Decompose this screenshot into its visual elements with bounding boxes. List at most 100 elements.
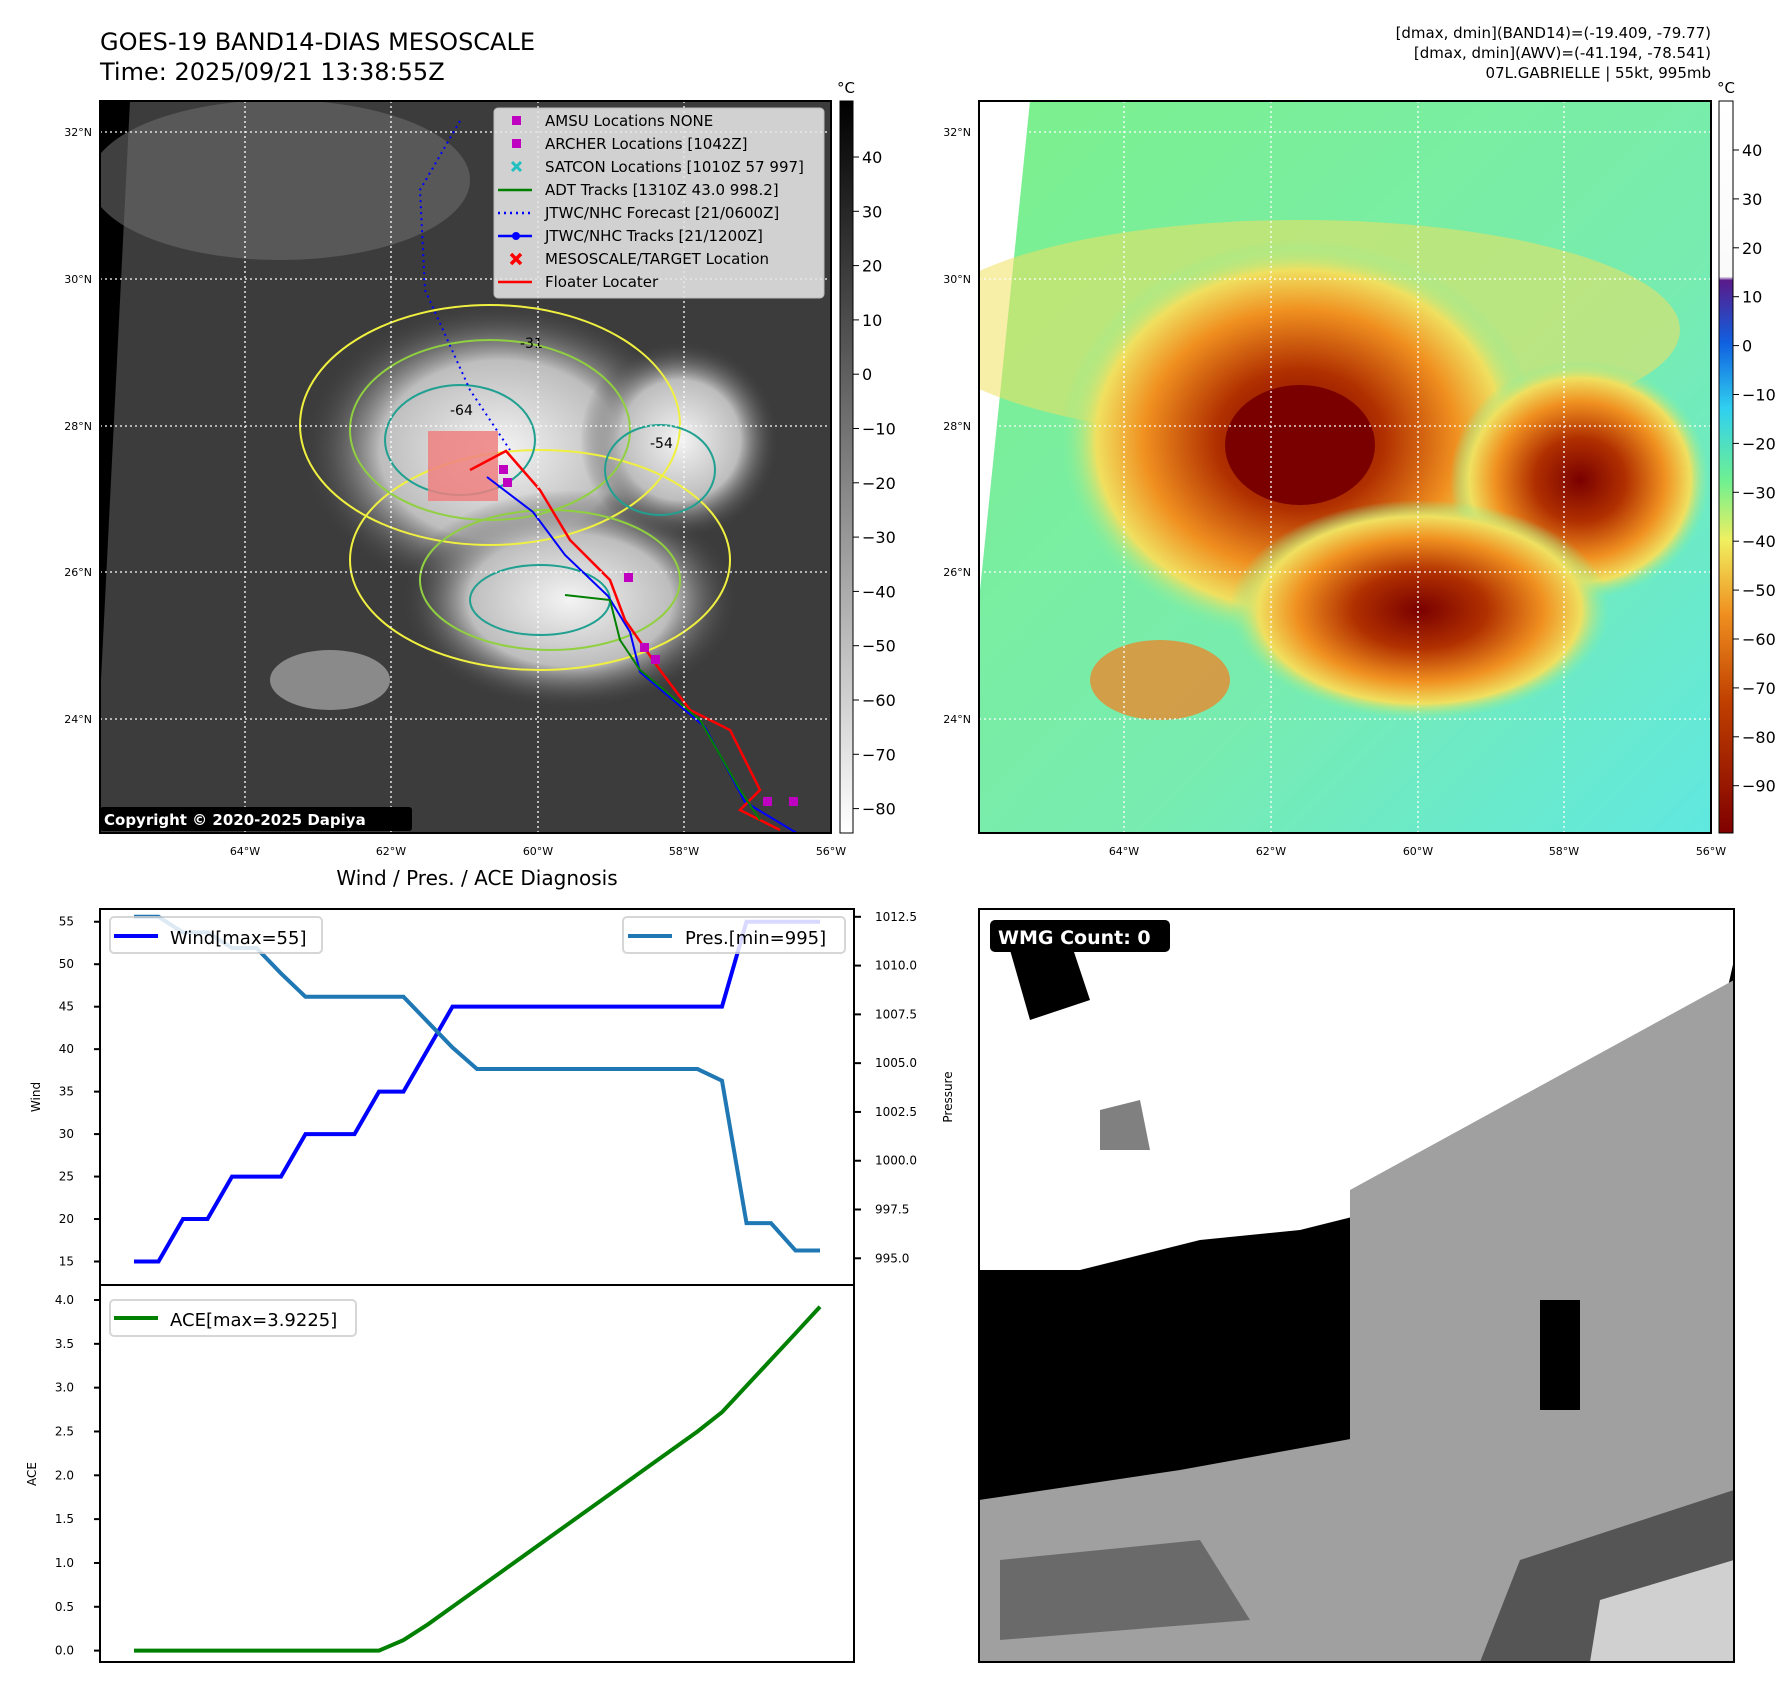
wind-legend: Wind[max=55] <box>109 916 323 954</box>
pressure-tick: 1005.0 <box>875 1056 917 1070</box>
lat-label: 32°N <box>943 126 971 139</box>
colorbar-left-unit: °C <box>837 79 855 97</box>
colorbar-right-unit: °C <box>1717 79 1735 97</box>
pressure-legend: Pres.[min=995] <box>622 916 846 954</box>
lat-label: 24°N <box>64 713 92 726</box>
colorbar-left-tick: −80 <box>862 800 896 819</box>
lon-label: 58°W <box>669 845 699 858</box>
lat-label: 30°N <box>64 273 92 286</box>
colorbar-left-tick: 30 <box>862 202 882 221</box>
colorbar-left-tick: 20 <box>862 257 882 276</box>
lon-label: 56°W <box>1696 845 1726 858</box>
colorbar-left-tick: −40 <box>862 582 896 601</box>
ace-line <box>134 1305 822 1653</box>
legend-label: MESOSCALE/TARGET Location <box>545 250 769 268</box>
colorbar-left-tick: −70 <box>862 745 896 764</box>
pressure-tick: 997.5 <box>875 1203 909 1217</box>
wind-tick: 45 <box>59 1000 74 1014</box>
ace-tick: 3.5 <box>55 1337 74 1351</box>
ace-tick: 2.0 <box>55 1468 74 1482</box>
lon-label: 60°W <box>523 845 553 858</box>
lon-label: 64°W <box>230 845 260 858</box>
chart-marks: 15 20 25 30 35 40 45 50 55 995.0 997.5 1000.0 1002.5… <box>55 910 917 1658</box>
lon-label: 58°W <box>1549 845 1579 858</box>
wind-pressure-axes <box>99 908 855 1286</box>
wind-tick: 55 <box>59 915 74 929</box>
ace-tick: 1.5 <box>55 1512 74 1526</box>
lon-label: 64°W <box>1109 845 1139 858</box>
colorbar-right-tick: −80 <box>1742 728 1776 747</box>
wind-tick: 35 <box>59 1085 74 1099</box>
pressure-tick: 1007.5 <box>875 1007 917 1021</box>
ace-tick: 2.5 <box>55 1424 74 1438</box>
colorbar-right-tick: 30 <box>1742 190 1762 209</box>
colorbar-right-tick: 0 <box>1742 337 1752 356</box>
lon-label: 56°W <box>816 845 846 858</box>
colorbar-left-tick: −10 <box>862 420 896 439</box>
pressure-tick: 1000.0 <box>875 1154 917 1168</box>
colorbar-left-ticks: 40 30 20 10 0 −10 −20 −30 −40 −50 −60 −70 −80 <box>853 148 896 819</box>
colorbar-left-tick: −50 <box>862 637 896 656</box>
mesoscale-target-box <box>428 431 498 501</box>
legend-label: ADT Tracks [1310Z 43.0 998.2] <box>545 181 779 199</box>
wind-tick: 15 <box>59 1255 74 1269</box>
lon-label: 62°W <box>376 845 406 858</box>
lat-label: 26°N <box>64 566 92 579</box>
lon-label: 62°W <box>1256 845 1286 858</box>
ace-tick: 0.0 <box>55 1644 74 1658</box>
wmg-map: WMG Count: 0 <box>979 909 1734 1662</box>
copyright: Copyright © 2020-2025 Dapiya <box>104 811 366 829</box>
wind-tick: 25 <box>59 1170 74 1184</box>
figure-title: GOES-19 BAND14-DIAS MESOSCALE <box>100 28 535 56</box>
colorbar-right-tick: −60 <box>1742 630 1776 649</box>
wind-tick: 40 <box>59 1042 74 1056</box>
colorbar-left-tick: 0 <box>862 365 872 384</box>
colorbar-left <box>839 100 854 834</box>
pressure-axis-label: Pressure <box>941 1071 955 1122</box>
ace-legend: ACE[max=3.9225] <box>109 1299 357 1337</box>
colorbar-right-tick: −10 <box>1742 386 1776 405</box>
colorbar-right-ticks: 40 30 20 10 0 −10 −20 −30 −40 −50 −60 −70 −80 −90 <box>1733 141 1776 796</box>
pressure-tick: 1012.5 <box>875 910 917 924</box>
lat-label: 26°N <box>943 566 971 579</box>
legend-label: Floater Locater <box>545 273 659 291</box>
ace-axes <box>99 1284 855 1663</box>
colorbar-right-tick: −70 <box>1742 679 1776 698</box>
ace-tick: 0.5 <box>55 1600 74 1614</box>
lat-label: 24°N <box>943 713 971 726</box>
jtwc-forecast-track <box>418 120 511 451</box>
map-legend: AMSU Locations NONE ARCHER Locations [10… <box>493 107 825 299</box>
archer-locations <box>499 465 798 806</box>
wind-tick: 20 <box>59 1212 74 1226</box>
chart-title: Wind / Pres. / ACE Diagnosis <box>336 866 617 890</box>
figure-time: Time: 2025/09/21 13:38:55Z <box>99 58 445 86</box>
contour-label: -31 <box>520 336 543 352</box>
colorbar-right-tick: 20 <box>1742 239 1762 258</box>
lat-label: 28°N <box>64 420 92 433</box>
info-awv: [dmax, dmin](AWV)=(-41.194, -78.541) <box>1414 44 1711 62</box>
wmg-count-label: WMG Count: 0 <box>998 927 1151 949</box>
wind-line <box>134 919 820 1264</box>
ace-tick: 1.0 <box>55 1556 74 1570</box>
ir-map: -31 -54 -64 A <box>100 101 831 833</box>
colorbar-left-tick: 10 <box>862 311 882 330</box>
archer-legend-icon <box>512 139 521 148</box>
pressure-legend-label: Pres.[min=995] <box>685 928 826 949</box>
amsu-legend-icon <box>512 116 521 125</box>
adt-track <box>564 594 761 821</box>
wind-legend-label: Wind[max=55] <box>170 928 307 949</box>
info-storm: 07L.GABRIELLE | 55kt, 995mb <box>1486 64 1711 82</box>
info-band14: [dmax, dmin](BAND14)=(-19.409, -79.77) <box>1396 24 1711 42</box>
lon-label: 60°W <box>1403 845 1433 858</box>
colorbar-right-tick: −20 <box>1742 434 1776 453</box>
colorbar-right-tick: 40 <box>1742 141 1762 160</box>
colorbar-left-tick: −60 <box>862 691 896 710</box>
colorbar-right-tick: −40 <box>1742 532 1776 551</box>
pressure-tick: 995.0 <box>875 1251 909 1265</box>
legend-label: ARCHER Locations [1042Z] <box>545 135 748 153</box>
colorbar-left-tick: −30 <box>862 528 896 547</box>
color-map <box>979 101 1711 833</box>
satcon-x-icon <box>510 160 523 173</box>
pressure-tick: 1002.5 <box>875 1105 917 1119</box>
